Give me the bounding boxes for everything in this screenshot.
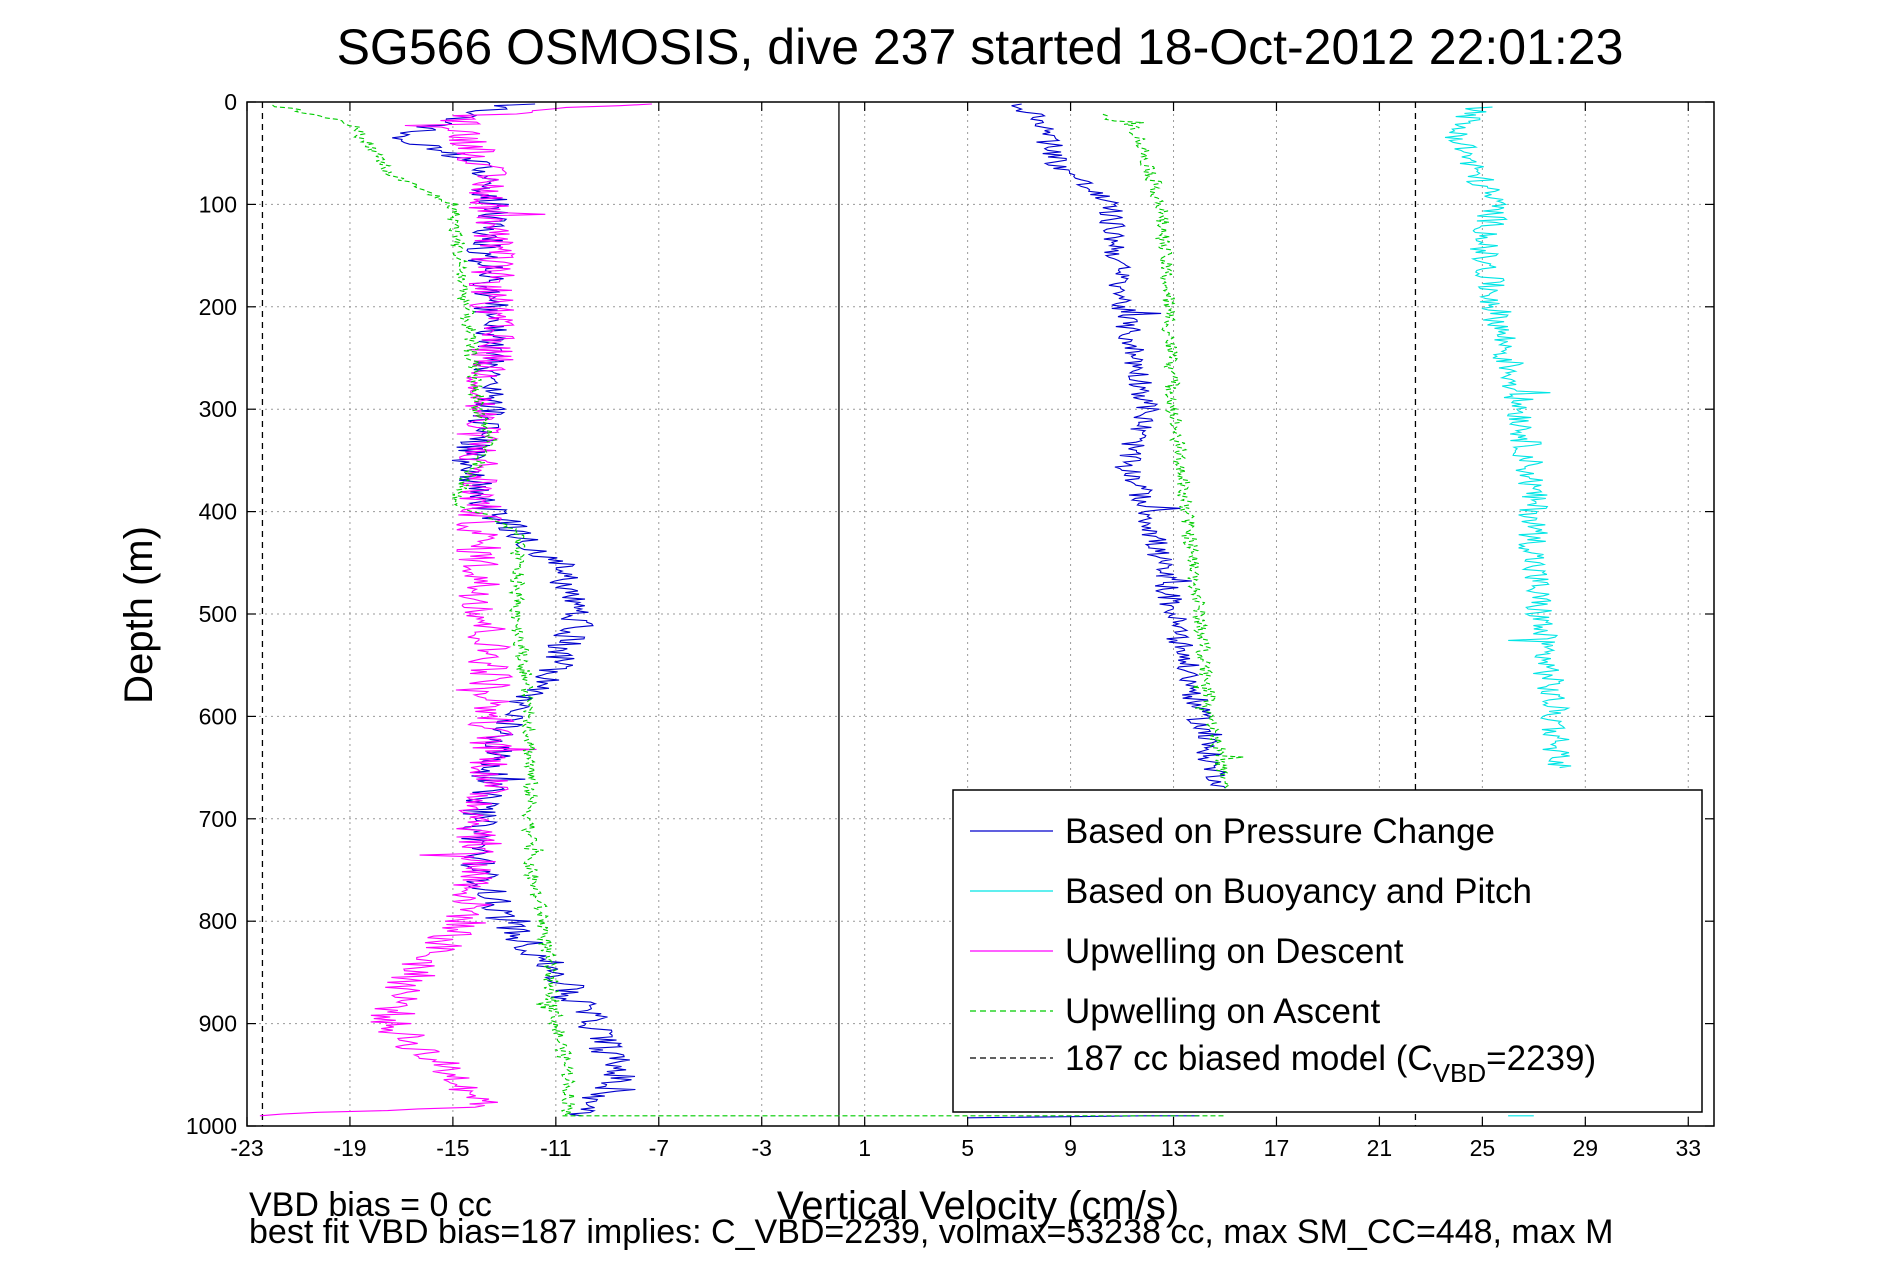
x-tick-label: -3 <box>752 1135 772 1161</box>
x-tick-label: -19 <box>333 1135 366 1161</box>
legend-label: Upwelling on Descent <box>1065 932 1404 971</box>
x-axis-label: Vertical Velocity (cm/s) <box>777 1184 1179 1228</box>
y-tick-label: 600 <box>199 703 237 729</box>
footnote-vbd-bias: VBD bias = 0 cc <box>249 1186 492 1224</box>
y-tick-label: 200 <box>199 294 237 320</box>
y-tick-label: 800 <box>199 908 237 934</box>
legend-label-text: 187 cc biased model (C <box>1065 1039 1433 1078</box>
series-line-2-0 <box>259 103 652 1117</box>
legend-label-tail: =2239) <box>1486 1039 1596 1078</box>
legend-label: Upwelling on Ascent <box>1065 992 1380 1031</box>
y-tick-label: 1000 <box>186 1113 237 1139</box>
x-tick-label: 21 <box>1367 1135 1393 1161</box>
y-axis-ticks: 0 100 200 300 400 500 600 700 800 900 1000 <box>186 89 1714 1139</box>
x-tick-label: 13 <box>1161 1135 1187 1161</box>
x-tick-label: 29 <box>1573 1135 1599 1161</box>
legend-label-text: Upwelling on Descent <box>1065 932 1404 971</box>
series-layer <box>259 101 1689 1119</box>
x-tick-label: -11 <box>540 1135 572 1161</box>
x-tick-label: 17 <box>1264 1135 1290 1161</box>
legend-label-text: Based on Pressure Change <box>1065 812 1495 851</box>
y-tick-label: 300 <box>199 396 237 422</box>
legend-label: Based on Buoyancy and Pitch <box>1065 872 1532 911</box>
legend-box <box>952 789 1703 1113</box>
x-tick-label: 25 <box>1470 1135 1496 1161</box>
y-tick-label: 400 <box>199 499 237 525</box>
footnote-best-fit: best fit VBD bias=187 implies: C_VBD=223… <box>249 1213 1613 1251</box>
legend-label-subscript: VBD <box>1433 1058 1486 1088</box>
x-tick-label: -7 <box>649 1135 669 1161</box>
legend-label-text: Upwelling on Ascent <box>1065 992 1380 1031</box>
reference-lines <box>261 102 1417 1126</box>
x-tick-label: 5 <box>961 1135 974 1161</box>
y-tick-label: 700 <box>199 806 237 832</box>
legend-label-text: Based on Buoyancy and Pitch <box>1065 872 1532 911</box>
x-tick-label: 33 <box>1675 1135 1701 1161</box>
y-tick-label: 0 <box>224 89 237 115</box>
y-axis-label: Depth (m) <box>117 526 161 704</box>
x-tick-label: 1 <box>858 1135 871 1161</box>
y-tick-label: 900 <box>199 1011 237 1037</box>
legend-label: Based on Pressure Change <box>1065 812 1495 851</box>
series-line-3-1 <box>1102 113 1244 789</box>
series-line-0-0 <box>392 103 636 1117</box>
x-axis-ticks: -23 -19 -15 -11 -7 -3 1 5 9 13 17 21 25 29 33 <box>230 102 1701 1161</box>
series-line-3-0 <box>272 104 1225 1117</box>
series-line-1-1 <box>1444 106 1572 769</box>
legend-label: 187 cc biased model (CVBD=2239) <box>1065 1039 1596 1088</box>
y-tick-label: 100 <box>199 191 237 217</box>
x-tick-label: -23 <box>230 1135 263 1161</box>
x-tick-label: 9 <box>1064 1135 1077 1161</box>
series-line-0-1 <box>1011 103 1228 789</box>
x-tick-label: -15 <box>436 1135 469 1161</box>
chart-title: SG566 OSMOSIS, dive 237 started 18-Oct-2… <box>337 19 1624 75</box>
legend: Based on Pressure Change Based on Buoyanc… <box>952 789 1703 1113</box>
y-tick-label: 500 <box>199 601 237 627</box>
